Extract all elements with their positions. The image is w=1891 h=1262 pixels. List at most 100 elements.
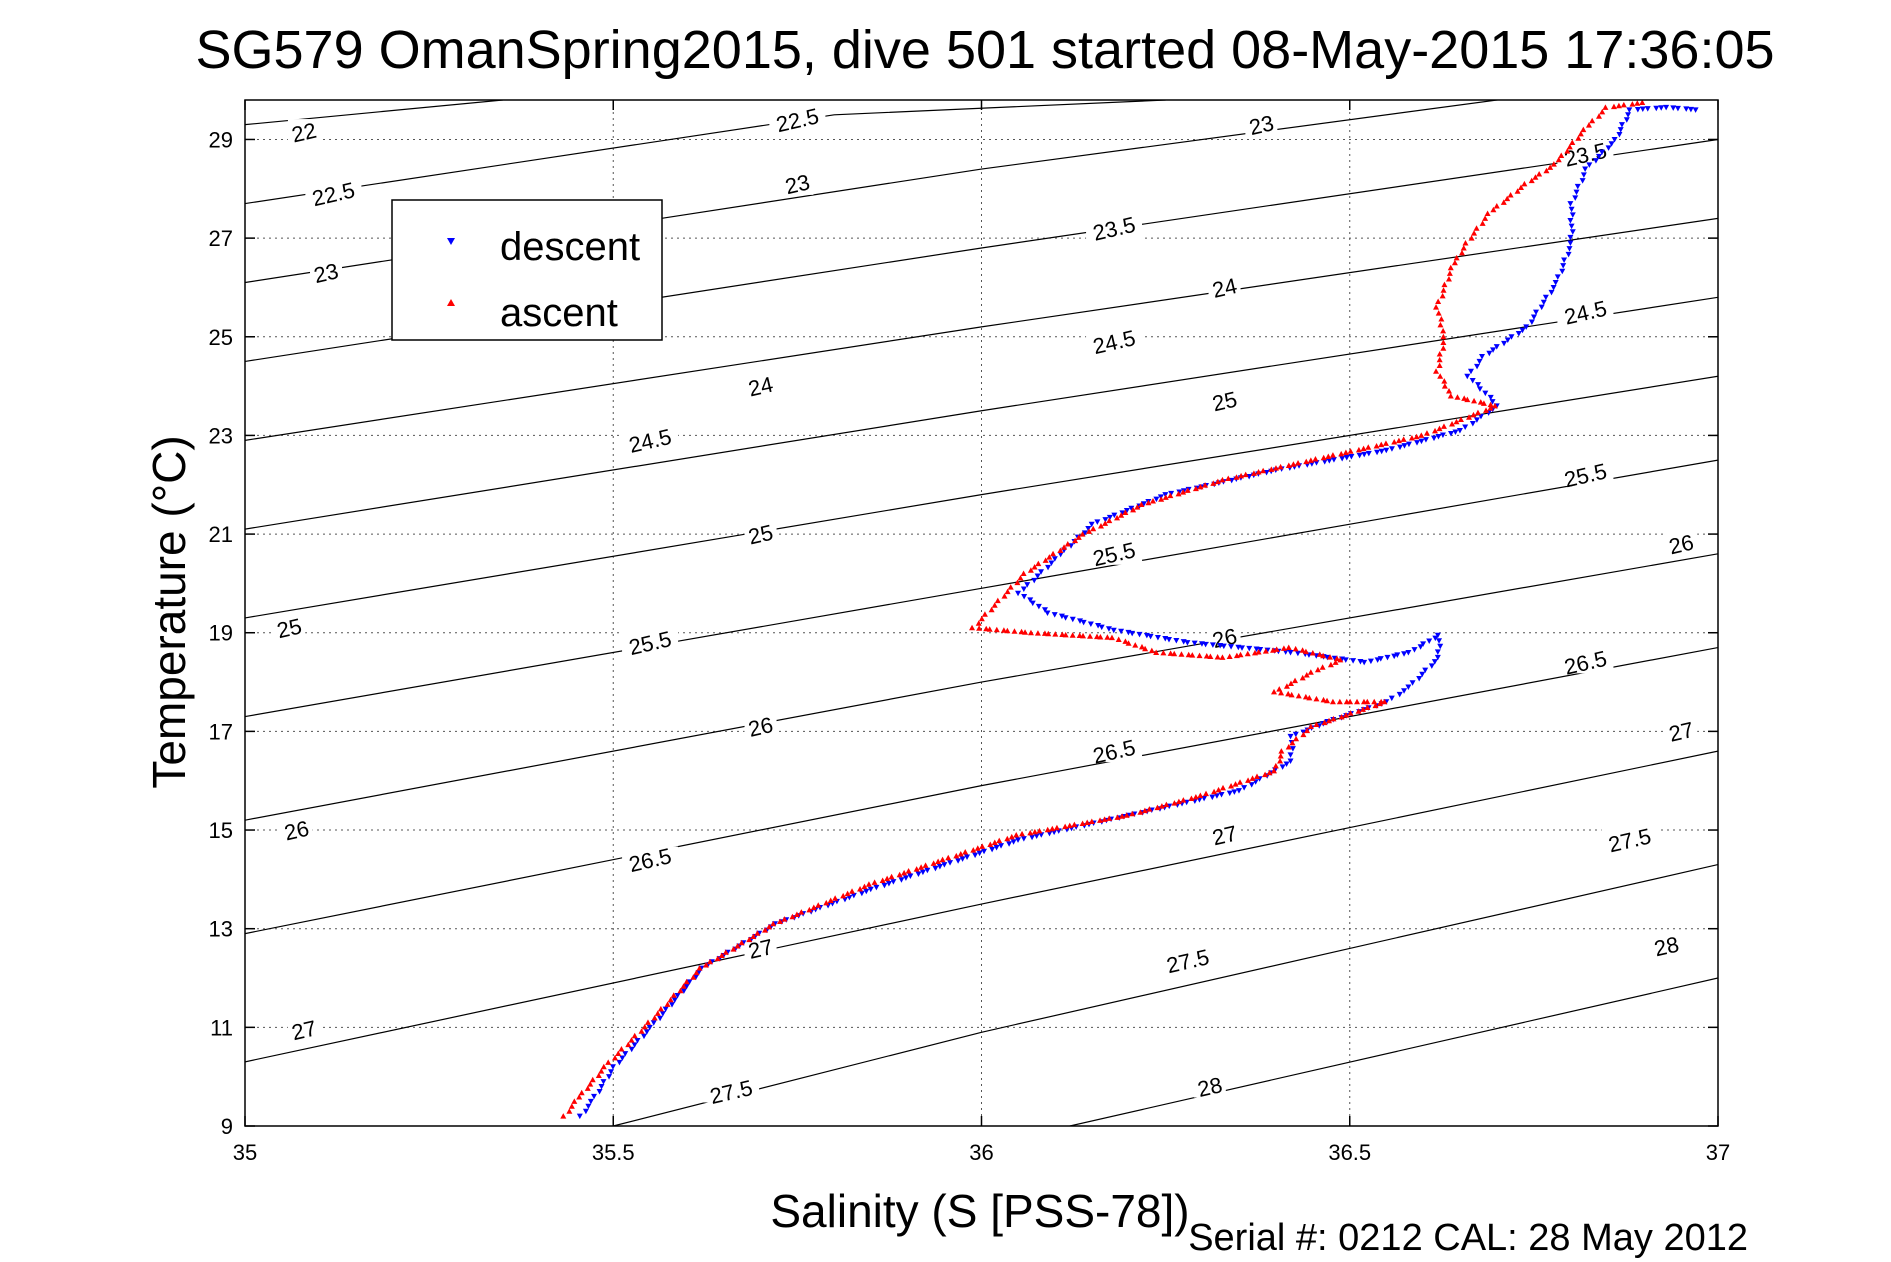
contour-label: 27 bbox=[289, 1015, 318, 1045]
ascent-point bbox=[1277, 757, 1284, 764]
descent-point bbox=[1294, 650, 1301, 657]
sigma-contour-line bbox=[245, 646, 1718, 935]
descent-point bbox=[1110, 627, 1117, 634]
descent-point bbox=[1094, 519, 1101, 525]
ascent-point bbox=[600, 1063, 607, 1070]
ascent-point bbox=[1460, 244, 1467, 251]
ascent-point bbox=[1035, 560, 1042, 567]
ascent-point bbox=[566, 1108, 573, 1114]
ascent-point bbox=[1014, 579, 1021, 586]
ascent-point bbox=[1022, 629, 1029, 635]
ascent-point bbox=[1347, 710, 1354, 716]
ascent-point bbox=[1004, 588, 1011, 595]
ascent-point bbox=[1053, 824, 1060, 831]
ascent-point bbox=[1090, 525, 1097, 532]
ascent-point bbox=[1285, 462, 1292, 469]
ascent-point bbox=[1408, 435, 1415, 441]
ascent-point bbox=[1462, 240, 1469, 246]
descent-point bbox=[582, 1108, 589, 1115]
ascent-point bbox=[974, 845, 981, 851]
ascent-point bbox=[657, 1005, 664, 1012]
ascent-point bbox=[1072, 537, 1079, 544]
ascent-point bbox=[793, 911, 800, 917]
ascent-point bbox=[1435, 310, 1442, 316]
ascent-point bbox=[905, 868, 912, 874]
ascent-point bbox=[1141, 807, 1148, 814]
ascent-point bbox=[1104, 634, 1111, 640]
ascent-point bbox=[734, 942, 741, 949]
contour-label-bg bbox=[273, 614, 306, 639]
ascent-point bbox=[1192, 485, 1199, 492]
ascent-point bbox=[1150, 497, 1157, 504]
contour-label-bg bbox=[287, 1016, 320, 1041]
descent-point bbox=[1486, 350, 1493, 357]
descent-point bbox=[669, 1002, 676, 1008]
ascent-point bbox=[696, 965, 703, 971]
descent-point bbox=[591, 1093, 598, 1100]
ascent-point bbox=[1057, 547, 1064, 554]
ascent-point bbox=[730, 946, 737, 952]
ascent-point bbox=[1436, 425, 1443, 432]
contour-label-bg bbox=[1665, 718, 1698, 743]
descent-point bbox=[1228, 644, 1235, 650]
ascent-point bbox=[1019, 830, 1026, 837]
ascent-point bbox=[1355, 446, 1362, 453]
ascent-point bbox=[988, 606, 995, 613]
ascent-point bbox=[1097, 633, 1104, 640]
descent-point bbox=[1218, 791, 1225, 798]
ascent-point bbox=[976, 625, 983, 631]
descent-point bbox=[1476, 386, 1483, 392]
ascent-point bbox=[1440, 327, 1447, 334]
contour-label-bg bbox=[1208, 821, 1241, 846]
descent-point bbox=[1447, 431, 1454, 437]
y-tick-label: 13 bbox=[209, 917, 233, 942]
ascent-point bbox=[667, 996, 674, 1003]
descent-point bbox=[1482, 390, 1489, 397]
ascent-point bbox=[1167, 650, 1174, 656]
ascent-point bbox=[1046, 554, 1053, 560]
ascent-point bbox=[1629, 101, 1636, 107]
ascent-point bbox=[913, 866, 920, 872]
descent-point bbox=[1653, 105, 1660, 112]
ascent-point bbox=[1292, 645, 1299, 652]
ascent-point bbox=[1018, 628, 1025, 635]
ascent-point bbox=[896, 871, 903, 878]
ascent-point bbox=[1441, 281, 1448, 288]
descent-point bbox=[1377, 656, 1384, 662]
ascent-point bbox=[718, 952, 725, 958]
descent-point bbox=[1422, 667, 1429, 674]
ascent-point bbox=[1242, 471, 1249, 478]
ascent-point bbox=[1528, 177, 1535, 184]
ascent-point bbox=[1327, 654, 1334, 660]
descent-point bbox=[1153, 496, 1160, 503]
descent-point bbox=[1384, 654, 1391, 661]
descent-point bbox=[1038, 569, 1045, 575]
ascent-point bbox=[595, 1072, 602, 1078]
ascent-point bbox=[1487, 401, 1494, 408]
descent-point bbox=[1213, 793, 1220, 799]
descent-point bbox=[1128, 505, 1135, 512]
ascent-point bbox=[638, 1028, 645, 1034]
ascent-point bbox=[1307, 457, 1314, 463]
y-tick-label: 29 bbox=[209, 127, 233, 152]
ascent-point bbox=[1354, 698, 1361, 705]
descent-point bbox=[1658, 105, 1665, 111]
ascent-point bbox=[884, 875, 891, 882]
descent-point bbox=[1616, 132, 1623, 138]
contour-label-bg bbox=[1557, 461, 1614, 486]
x-tick-label: 37 bbox=[1706, 1140, 1730, 1165]
ascent-point bbox=[1639, 100, 1646, 105]
descent-point bbox=[1605, 145, 1612, 151]
descent-point bbox=[1479, 354, 1486, 360]
x-tick-label: 35.5 bbox=[592, 1140, 635, 1165]
ascent-point bbox=[746, 936, 753, 943]
contour-label-bg bbox=[1086, 215, 1143, 240]
ascent-point bbox=[1044, 826, 1051, 833]
ascent-point bbox=[1320, 454, 1327, 461]
ascent-point bbox=[1347, 448, 1354, 454]
ascent-point bbox=[1203, 790, 1210, 797]
descent-point bbox=[1554, 274, 1561, 280]
ascent-point bbox=[1276, 686, 1283, 692]
ascent-point bbox=[1148, 647, 1155, 654]
ascent-point bbox=[1272, 762, 1279, 769]
